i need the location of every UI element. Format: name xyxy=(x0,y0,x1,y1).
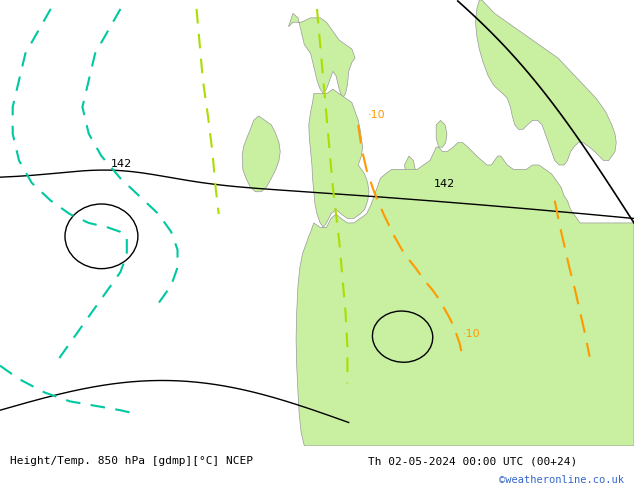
Polygon shape xyxy=(288,13,355,98)
Text: ©weatheronline.co.uk: ©weatheronline.co.uk xyxy=(500,475,624,485)
Text: ·10: ·10 xyxy=(368,110,385,120)
Text: Th 02-05-2024 00:00 UTC (00+24): Th 02-05-2024 00:00 UTC (00+24) xyxy=(368,456,577,466)
Polygon shape xyxy=(242,116,280,192)
Text: 142: 142 xyxy=(111,159,133,169)
Text: 142: 142 xyxy=(434,179,456,189)
Text: Height/Temp. 850 hPa [gdmp][°C] NCEP: Height/Temp. 850 hPa [gdmp][°C] NCEP xyxy=(10,456,252,466)
Polygon shape xyxy=(476,0,616,165)
Polygon shape xyxy=(404,156,415,178)
Polygon shape xyxy=(296,143,634,446)
Text: ·10: ·10 xyxy=(463,329,481,339)
Polygon shape xyxy=(309,89,369,227)
Polygon shape xyxy=(436,121,447,147)
